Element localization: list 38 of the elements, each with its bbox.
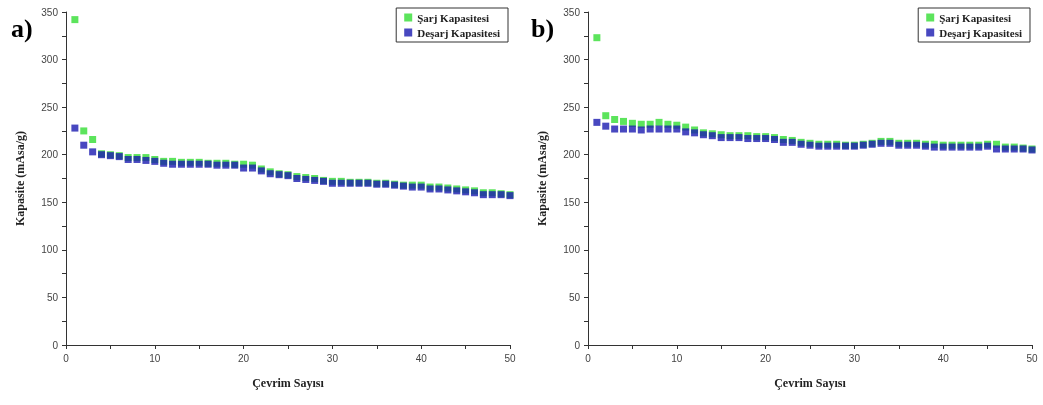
y-axis-title: Kapasite (mAsa/g)	[534, 131, 549, 226]
y-tick-label: 350	[41, 6, 59, 18]
y-tick-label: 100	[562, 244, 580, 256]
y-tick-label: 150	[41, 196, 59, 208]
x-tick-label: 30	[326, 352, 339, 364]
y-tick-label: 0	[52, 339, 59, 351]
legend-label: Şarj Kapasitesi	[938, 11, 1011, 24]
y-tick-label: 200	[562, 149, 580, 161]
x-tick-label: 20	[759, 352, 772, 364]
x-axis-title: Çevrim Sayısı	[252, 376, 325, 390]
x-tick-label: 50	[504, 352, 516, 364]
y-tick-label: 250	[562, 101, 580, 113]
legend-label: Deşarj Kapasitesi	[938, 26, 1022, 39]
y-tick-label: 50	[568, 291, 580, 303]
chart-title: a)	[11, 13, 33, 43]
x-tick-label: 30	[848, 352, 860, 364]
chart-title: b)	[530, 13, 554, 43]
y-tick-label: 0	[573, 339, 580, 351]
x-tick-label: 0	[63, 352, 70, 364]
y-tick-label: 50	[46, 291, 59, 303]
y-tick-label: 350	[562, 6, 580, 18]
y-tick-label: 300	[562, 54, 580, 66]
legend-label: Deşarj Kapasitesi	[417, 26, 500, 39]
x-tick-label: 10	[149, 352, 161, 364]
y-tick-label: 150	[562, 196, 580, 208]
y-tick-label: 250	[41, 101, 59, 113]
y-tick-label: 200	[41, 149, 59, 161]
x-axis-title: Çevrim Sayısı	[773, 376, 846, 390]
x-tick-label: 0	[584, 352, 591, 364]
x-tick-label: 10	[670, 352, 683, 364]
y-tick-label: 300	[41, 54, 59, 66]
x-tick-label: 20	[238, 352, 250, 364]
y-tick-label: 100	[41, 244, 59, 256]
x-tick-label: 40	[415, 352, 428, 364]
y-axis-title: Kapasite (mAsa/g)	[13, 131, 27, 226]
legend-label: Şarj Kapasitesi	[417, 11, 490, 24]
x-tick-label: 40	[937, 352, 949, 364]
x-tick-label: 50	[1025, 352, 1038, 364]
